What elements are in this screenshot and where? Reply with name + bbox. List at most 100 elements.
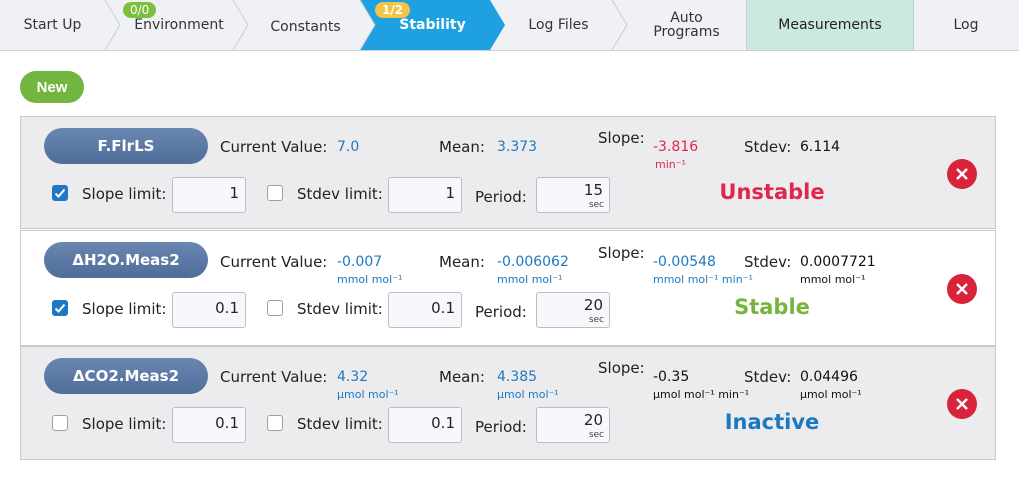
period-value: 20: [583, 411, 603, 429]
environment-count-badge: 0/0: [123, 2, 157, 18]
period-input[interactable]: 20 sec: [536, 407, 610, 443]
stability-row: ΔH2O.Meas2 Current Value: -0.007 mmol mo…: [20, 230, 996, 346]
slope-label: Slope:: [598, 359, 645, 377]
tab-label: Environment: [134, 17, 224, 33]
status-label: Stable: [734, 295, 810, 319]
period-value: 20: [583, 296, 603, 314]
mean-value: 4.385: [497, 369, 538, 385]
slope-unit: min⁻¹: [655, 158, 686, 171]
mean-value: -0.006062: [497, 254, 569, 270]
tab-label: Stability: [399, 17, 466, 33]
slope-limit-input[interactable]: 0.1: [172, 407, 246, 443]
stability-row: F.FlrLS Current Value: 7.0 Mean: 3.373 S…: [20, 116, 996, 229]
tab-auto-programs[interactable]: Auto Programs: [627, 0, 746, 50]
variable-selector-button[interactable]: ΔCO2.Meas2: [44, 358, 208, 394]
tab-log-files[interactable]: Log Files: [505, 0, 612, 50]
variable-selector-button[interactable]: ΔH2O.Meas2: [44, 242, 208, 278]
stdev-limit-label: Stdev limit:: [297, 300, 383, 318]
period-unit: sec: [588, 315, 604, 325]
status-label: Unstable: [719, 180, 825, 204]
slope-limit-label: Slope limit:: [82, 300, 167, 318]
stdev-unit: µmol mol⁻¹: [800, 388, 862, 401]
stdev-limit-input[interactable]: 0.1: [388, 292, 462, 328]
close-icon: [956, 398, 968, 410]
period-value: 15: [583, 181, 603, 199]
period-unit: sec: [588, 430, 604, 440]
slope-limit-label: Slope limit:: [82, 415, 167, 433]
slope-limit-checkbox[interactable]: [52, 415, 68, 431]
checkmark-icon: [54, 303, 66, 313]
mean-unit: mmol mol⁻¹: [497, 273, 563, 286]
slope-limit-input[interactable]: 0.1: [172, 292, 246, 328]
variable-selector-button[interactable]: F.FlrLS: [44, 128, 208, 164]
delete-row-button[interactable]: [947, 389, 977, 419]
tab-log[interactable]: Log: [913, 0, 1019, 50]
mean-label: Mean:: [439, 253, 485, 271]
checkmark-icon: [54, 188, 66, 198]
slope-value: -3.816: [653, 139, 699, 155]
delete-row-button[interactable]: [947, 274, 977, 304]
slope-value: -0.35: [653, 369, 690, 385]
stdev-label: Stdev:: [744, 253, 792, 271]
tab-constants[interactable]: Constants: [248, 0, 363, 52]
stdev-limit-checkbox[interactable]: [267, 300, 283, 316]
tab-bar: Start Up 0/0 Environment Constants 1/2 S…: [0, 0, 1019, 51]
tab-label-line2: Programs: [653, 24, 720, 40]
stability-count-badge: 1/2: [375, 2, 411, 18]
stdev-limit-checkbox[interactable]: [267, 415, 283, 431]
stdev-limit-label: Stdev limit:: [297, 415, 383, 433]
slope-value: -0.00548: [653, 254, 716, 270]
stdev-limit-label: Stdev limit:: [297, 185, 383, 203]
current-value-label: Current Value:: [220, 368, 328, 386]
period-label: Period:: [475, 418, 527, 436]
stdev-limit-input[interactable]: 1: [388, 177, 462, 213]
tab-environment[interactable]: 0/0 Environment: [120, 0, 238, 50]
period-input[interactable]: 15 sec: [536, 177, 610, 213]
current-value: 7.0: [337, 139, 360, 155]
slope-label: Slope:: [598, 129, 645, 147]
tab-start-up[interactable]: Start Up: [0, 0, 105, 50]
current-value: -0.007: [337, 254, 383, 270]
close-icon: [956, 283, 968, 295]
current-value-label: Current Value:: [220, 138, 328, 156]
delete-row-button[interactable]: [947, 159, 977, 189]
stdev-unit: mmol mol⁻¹: [800, 273, 866, 286]
new-button[interactable]: New: [20, 71, 84, 103]
stdev-value: 0.04496: [800, 369, 858, 385]
period-input[interactable]: 20 sec: [536, 292, 610, 328]
stdev-limit-input[interactable]: 0.1: [388, 407, 462, 443]
slope-limit-checkbox[interactable]: [52, 300, 68, 316]
current-value-label: Current Value:: [220, 253, 328, 271]
slope-limit-checkbox[interactable]: [52, 185, 68, 201]
stability-row: ΔCO2.Meas2 Current Value: 4.32 µmol mol⁻…: [20, 346, 996, 460]
tab-label: Constants: [270, 19, 341, 35]
close-icon: [956, 168, 968, 180]
stdev-limit-checkbox[interactable]: [267, 185, 283, 201]
current-value-unit: µmol mol⁻¹: [337, 388, 399, 401]
mean-label: Mean:: [439, 368, 485, 386]
period-label: Period:: [475, 188, 527, 206]
slope-limit-input[interactable]: 1: [172, 177, 246, 213]
tab-label: Auto: [670, 10, 703, 26]
tab-stability[interactable]: 1/2 Stability: [375, 0, 490, 50]
current-value: 4.32: [337, 369, 369, 385]
tab-label: Measurements: [778, 17, 882, 33]
mean-label: Mean:: [439, 138, 485, 156]
stdev-label: Stdev:: [744, 138, 792, 156]
slope-unit: µmol mol⁻¹ min⁻¹: [653, 388, 750, 401]
stdev-value: 6.114: [800, 139, 841, 155]
slope-label: Slope:: [598, 244, 645, 262]
mean-value: 3.373: [497, 139, 538, 155]
status-label: Inactive: [724, 410, 820, 434]
tab-label: Start Up: [23, 17, 82, 33]
tab-measurements[interactable]: Measurements: [746, 0, 914, 50]
period-unit: sec: [588, 200, 604, 210]
stdev-value: 0.0007721: [800, 254, 876, 270]
tab-label: Log: [953, 17, 979, 33]
mean-unit: µmol mol⁻¹: [497, 388, 559, 401]
current-value-unit: mmol mol⁻¹: [337, 273, 403, 286]
slope-limit-label: Slope limit:: [82, 185, 167, 203]
tab-label: Log Files: [528, 17, 589, 33]
period-label: Period:: [475, 303, 527, 321]
stdev-label: Stdev:: [744, 368, 792, 386]
